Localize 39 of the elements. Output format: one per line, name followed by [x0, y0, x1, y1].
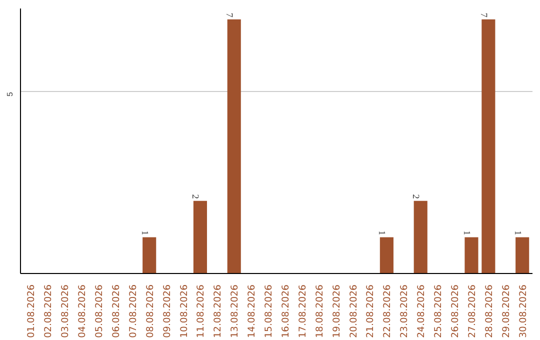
data-label: 7: [478, 12, 488, 18]
x-tick-label: 27.08.2026: [466, 284, 478, 338]
x-tick-label: 21.08.2026: [365, 284, 376, 338]
data-label: 1: [138, 230, 149, 236]
data-label: 1: [460, 230, 471, 236]
x-tick-label: 02.08.2026: [43, 284, 54, 338]
x-tick-label: 20.08.2026: [348, 284, 360, 338]
data-label: 2: [410, 194, 420, 200]
x-tick-label: 04.08.2026: [77, 284, 88, 338]
x-tick-label: 12.08.2026: [212, 284, 224, 338]
x-tick-label: 07.08.2026: [128, 284, 139, 338]
x-tick-label: 09.08.2026: [162, 284, 173, 338]
x-tick-label: 15.08.2026: [264, 284, 275, 338]
x-tick-label: 01.08.2026: [26, 284, 38, 338]
x-tick-label: 22.08.2026: [382, 284, 394, 338]
x-tick-label: 05.08.2026: [94, 284, 105, 338]
x-tick-label: 30.08.2026: [518, 284, 529, 338]
x-tick-label: 06.08.2026: [110, 284, 122, 338]
data-label: 2: [190, 194, 200, 200]
x-tick-label: 24.08.2026: [416, 284, 428, 338]
x-tick-label: 18.08.2026: [314, 284, 326, 338]
x-tick-label: 26.08.2026: [450, 284, 462, 338]
x-tick-label: 13.08.2026: [230, 284, 241, 338]
x-tick-label: 17.08.2026: [297, 284, 308, 338]
y-tick-label: 5: [6, 91, 14, 96]
x-tick-label: 08.08.2026: [144, 284, 156, 338]
x-tick-label: 19.08.2026: [331, 284, 342, 338]
x-tick-label: 28.08.2026: [484, 284, 495, 338]
x-tick-label: 14.08.2026: [246, 284, 258, 338]
x-tick-label: 29.08.2026: [500, 284, 512, 338]
x-tick-label: 25.08.2026: [433, 284, 444, 338]
x-tick-label: 03.08.2026: [60, 284, 72, 338]
x-tick-label: 16.08.2026: [280, 284, 292, 338]
data-label: 7: [224, 12, 234, 18]
data-label: 1: [512, 230, 522, 236]
x-tick-label: 23.08.2026: [399, 284, 410, 338]
data-label: 1: [376, 230, 386, 236]
x-tick-label: 11.08.2026: [196, 284, 207, 338]
x-tick-label: 10.08.2026: [178, 284, 190, 338]
